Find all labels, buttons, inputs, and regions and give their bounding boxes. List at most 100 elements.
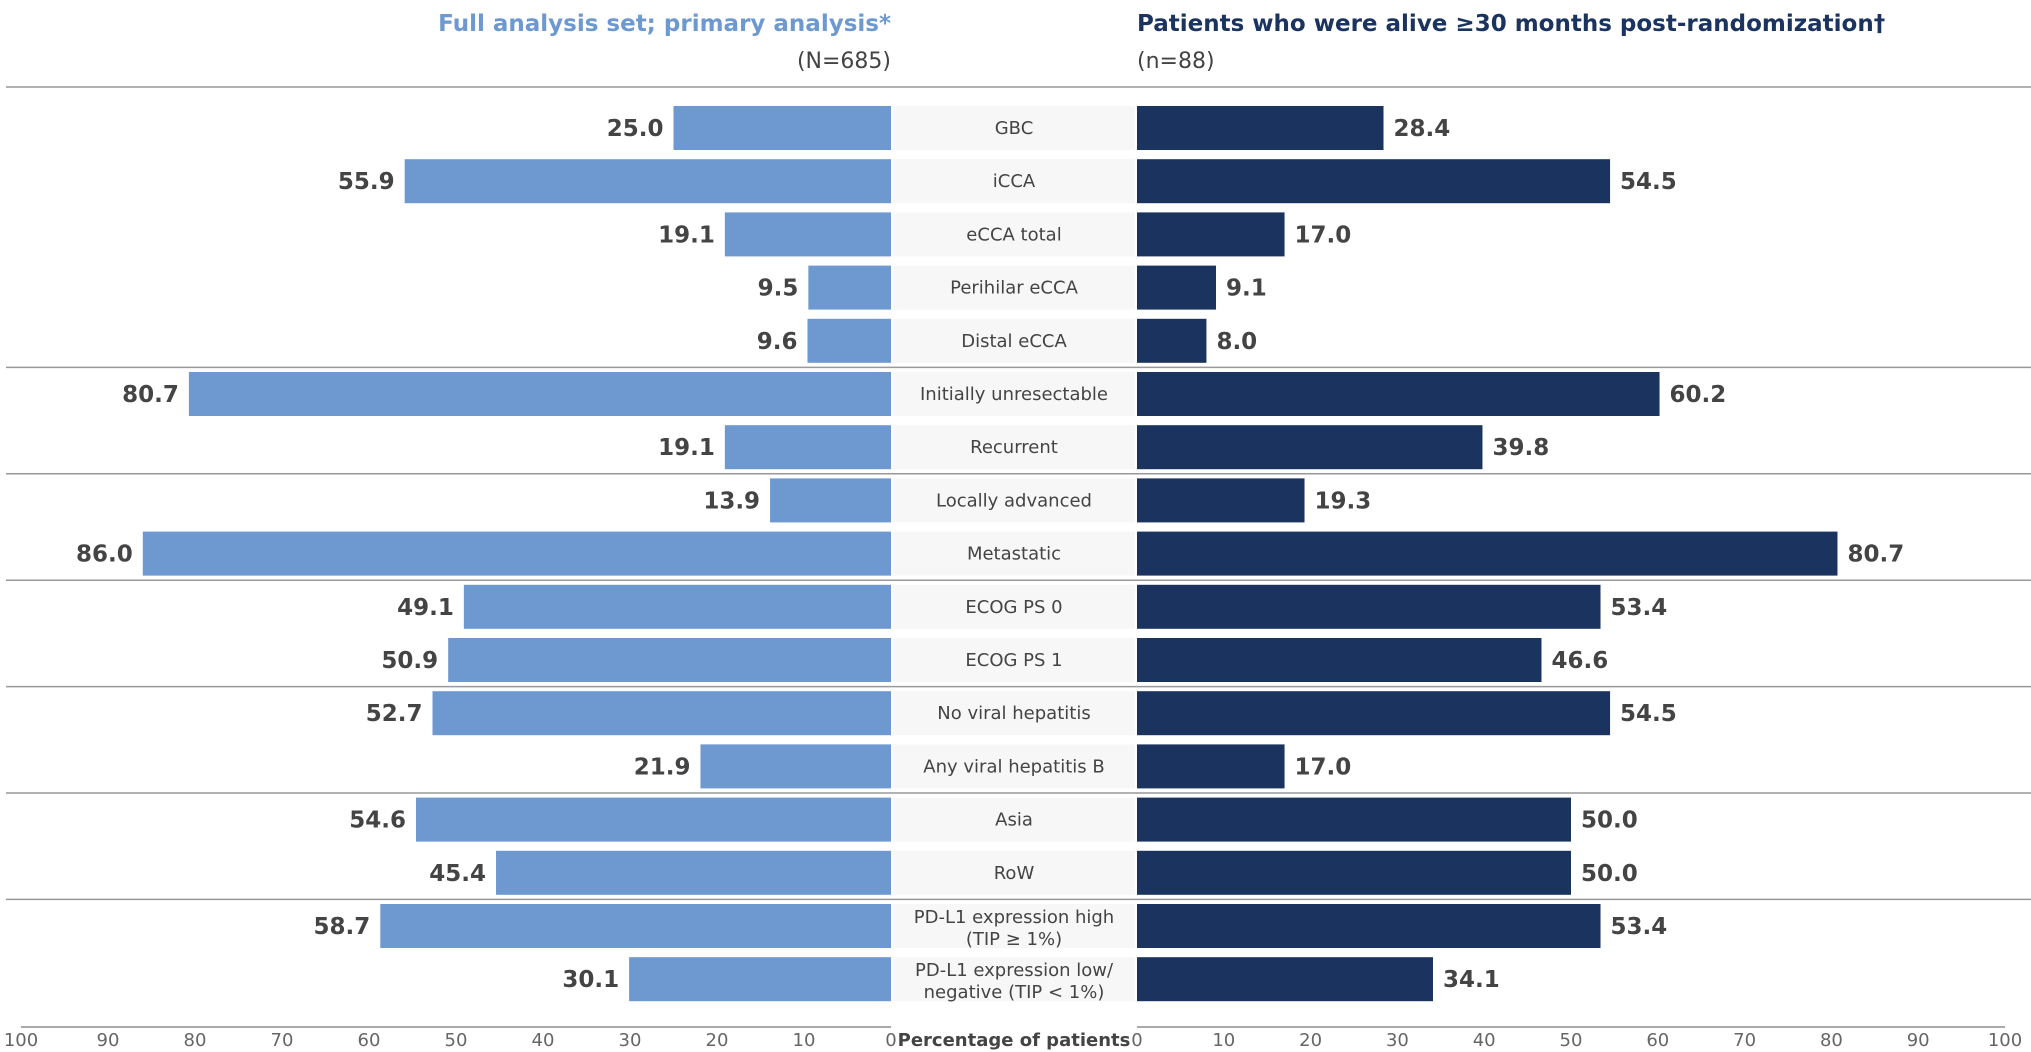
right-bar [1137, 904, 1601, 948]
left-x-tick-label: 60 [358, 1030, 381, 1051]
right-x-tick-label: 10 [1212, 1030, 1235, 1051]
category-label-bg [893, 318, 1135, 363]
category-label-line2: negative (TIP < 1%) [924, 982, 1105, 1003]
category-label: Initially unresectable [920, 384, 1108, 405]
category-label-bg [893, 106, 1135, 150]
right-value-label: 17.0 [1295, 754, 1352, 780]
left-x-tick-label: 20 [706, 1030, 729, 1051]
right-x-tick-label: 60 [1646, 1030, 1669, 1051]
left-value-label: 55.9 [338, 169, 395, 195]
right-x-tick-label: 20 [1299, 1030, 1322, 1051]
right-value-label: 46.6 [1551, 648, 1608, 674]
left-bar [404, 159, 891, 204]
right-bar [1137, 425, 1483, 470]
category-label: Distal eCCA [961, 331, 1067, 352]
left-x-tick-label: 50 [445, 1030, 468, 1051]
right-x-tick-label: 100 [1988, 1030, 2022, 1051]
right-x-tick-label: 70 [1733, 1030, 1756, 1051]
left-bar [770, 478, 891, 523]
left-bar [448, 638, 891, 682]
category-label-bg [893, 478, 1135, 523]
category-label-bg [893, 584, 1135, 629]
right-x-tick-label: 40 [1473, 1030, 1496, 1051]
left-bar [673, 106, 891, 150]
category-label: Asia [995, 810, 1033, 831]
right-x-tick-label: 30 [1386, 1030, 1409, 1051]
right-bar [1137, 478, 1305, 523]
left-bar [700, 744, 891, 789]
left-value-label: 9.6 [757, 329, 798, 355]
category-label: Metastatic [967, 544, 1061, 565]
right-value-label: 54.5 [1620, 169, 1677, 195]
left-value-label: 19.1 [658, 435, 715, 461]
right-series-n: (n=88) [1137, 49, 1215, 74]
left-value-label: 52.7 [366, 701, 423, 727]
right-value-label: 19.3 [1315, 488, 1372, 514]
right-bar [1137, 744, 1285, 789]
category-label-bg [893, 265, 1135, 310]
category-label-bg [893, 531, 1135, 576]
left-value-label: 25.0 [607, 116, 664, 142]
right-value-label: 17.0 [1295, 222, 1352, 248]
left-value-label: 58.7 [314, 914, 371, 940]
right-value-label: 9.1 [1226, 276, 1267, 302]
category-label-bg [893, 744, 1135, 789]
category-label-bg [893, 797, 1135, 842]
left-x-tick-label: 10 [793, 1030, 816, 1051]
left-value-label: 50.9 [381, 648, 438, 674]
category-label: iCCA [993, 171, 1036, 192]
left-bar [807, 318, 891, 363]
right-value-label: 8.0 [1216, 329, 1257, 355]
category-label: GBC [995, 118, 1034, 139]
left-value-label: 30.1 [562, 967, 619, 993]
category-label-bg [893, 212, 1135, 257]
category-label-line2: (TIP ≥ 1%) [966, 929, 1062, 950]
category-label-bg [893, 904, 1135, 948]
right-bar [1137, 638, 1542, 682]
left-value-label: 54.6 [349, 808, 406, 834]
category-label: eCCA total [966, 224, 1061, 245]
left-series-title: Full analysis set; primary analysis* [438, 11, 891, 37]
right-bar [1137, 159, 1611, 204]
right-bar [1137, 106, 1384, 150]
left-value-label: 19.1 [658, 222, 715, 248]
category-label: ECOG PS 0 [965, 597, 1062, 618]
right-bar [1137, 318, 1207, 363]
left-bar [808, 265, 891, 310]
left-bar [142, 531, 892, 576]
right-value-label: 80.7 [1847, 542, 1904, 568]
left-bar [629, 957, 891, 1002]
right-value-label: 53.4 [1611, 595, 1668, 621]
left-x-tick-label: 30 [619, 1030, 642, 1051]
right-series-title: Patients who were alive ≥30 months post-… [1137, 11, 1885, 37]
right-x-tick-label: 0 [1131, 1030, 1142, 1051]
left-bar [432, 691, 891, 736]
left-bar [188, 372, 891, 416]
right-bar [1137, 957, 1433, 1002]
category-label-bg [893, 159, 1135, 204]
left-x-tick-label: 90 [97, 1030, 120, 1051]
right-bar [1137, 797, 1571, 842]
right-value-label: 50.0 [1581, 861, 1638, 887]
left-value-label: 80.7 [122, 382, 179, 408]
left-bar [380, 904, 891, 948]
left-value-label: 9.5 [758, 276, 799, 302]
left-bar [463, 584, 891, 629]
category-label: Recurrent [970, 437, 1058, 458]
right-x-tick-label: 90 [1907, 1030, 1930, 1051]
left-x-tick-label: 70 [271, 1030, 294, 1051]
right-value-label: 50.0 [1581, 808, 1638, 834]
right-value-label: 28.4 [1394, 116, 1451, 142]
right-value-label: 54.5 [1620, 701, 1677, 727]
left-x-tick-label: 0 [885, 1030, 896, 1051]
right-x-tick-label: 50 [1560, 1030, 1583, 1051]
right-value-label: 53.4 [1611, 914, 1668, 940]
category-label-line1: PD-L1 expression low/ [915, 960, 1114, 981]
left-x-tick-label: 80 [184, 1030, 207, 1051]
category-label: RoW [994, 863, 1035, 884]
x-axis-label: Percentage of patients [898, 1030, 1131, 1051]
category-label-bg [893, 957, 1135, 1002]
left-value-label: 49.1 [397, 595, 454, 621]
right-bar [1137, 531, 1838, 576]
